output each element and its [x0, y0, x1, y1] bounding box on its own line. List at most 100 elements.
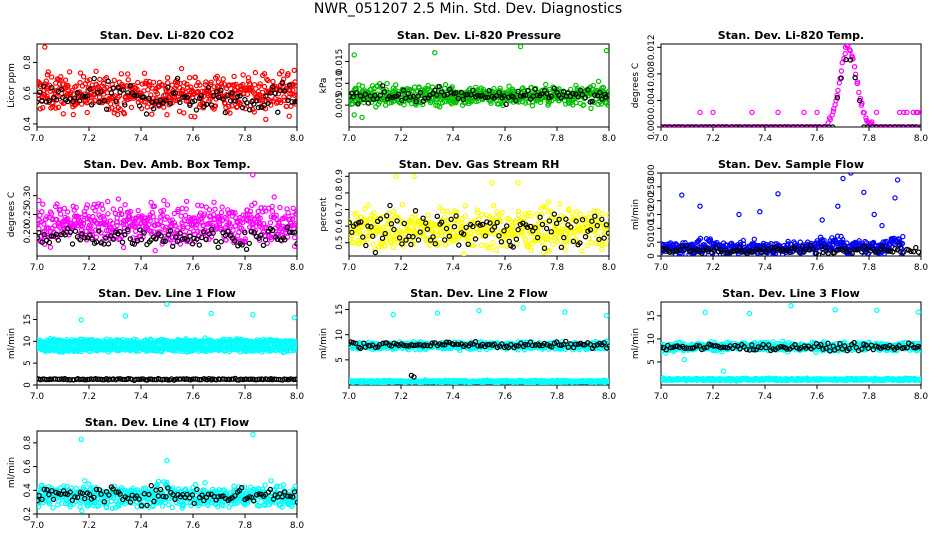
y-tick-label: 0.4 [23, 117, 33, 132]
data-point [277, 99, 284, 106]
data-point [160, 223, 166, 230]
data-point [557, 201, 563, 207]
x-tick-label: 7.6 [186, 263, 201, 273]
x-tick-label: 8.0 [914, 134, 929, 144]
data-point [600, 84, 607, 91]
data-point [803, 246, 809, 252]
data-point [163, 97, 169, 104]
data-point [768, 244, 774, 251]
data-point [515, 180, 521, 186]
data-point [37, 99, 40, 105]
data-point [679, 124, 686, 127]
data-point [65, 216, 71, 222]
data-point [205, 84, 212, 91]
data-point [231, 73, 237, 80]
data-point [437, 204, 443, 211]
data-point [285, 210, 291, 216]
data-point [458, 89, 465, 96]
data-point [282, 97, 288, 104]
data-point [666, 124, 673, 127]
data-point [147, 218, 153, 224]
x-tick-label: 7.8 [238, 134, 253, 144]
data-point [818, 124, 825, 127]
data-point [82, 211, 88, 218]
data-point [513, 236, 520, 242]
data-point [364, 236, 370, 243]
data-point [127, 236, 133, 242]
data-point [432, 50, 438, 56]
data-point [436, 83, 442, 90]
data-point [169, 243, 176, 249]
data-point [548, 93, 555, 100]
data-point [267, 219, 274, 226]
data-point [71, 95, 78, 101]
data-point [551, 211, 558, 217]
data-point [459, 220, 465, 227]
data-point [96, 228, 102, 234]
data-point [454, 236, 460, 242]
data-point [451, 237, 457, 243]
data-point [349, 220, 352, 226]
data-point [900, 233, 906, 240]
data-point [141, 94, 147, 100]
data-point [896, 124, 902, 127]
data-point [46, 239, 53, 246]
data-point [901, 109, 907, 116]
data-point [838, 75, 844, 81]
data-point [558, 95, 564, 101]
x-tick-label: 7.6 [810, 263, 825, 273]
data-point [263, 93, 269, 99]
data-point [551, 226, 557, 232]
data-point [126, 213, 133, 220]
data-point [681, 246, 688, 253]
data-point [401, 101, 407, 108]
data-point [177, 225, 183, 231]
data-point [103, 235, 109, 241]
data-point [182, 94, 188, 100]
data-point [488, 100, 494, 106]
y-tick-label: 0.25 [23, 204, 33, 224]
data-point [368, 224, 374, 230]
data-point [587, 227, 594, 233]
data-point [812, 124, 819, 127]
data-point [84, 78, 90, 84]
data-point [775, 109, 781, 116]
data-point [168, 220, 175, 226]
data-point [434, 92, 440, 98]
data-point [253, 98, 260, 104]
data-point [391, 208, 397, 214]
data-point [42, 44, 48, 50]
data-point [829, 124, 836, 127]
data-point [120, 244, 127, 251]
data-point [55, 104, 62, 111]
data-point [496, 233, 502, 239]
data-point [679, 192, 685, 198]
data-point [816, 124, 823, 127]
data-point [264, 76, 270, 83]
data-point [410, 220, 416, 226]
data-point [363, 242, 369, 249]
x-tick-label: 7.6 [186, 134, 201, 144]
data-point [255, 208, 261, 215]
data-point [288, 103, 294, 109]
data-point [834, 94, 841, 101]
points-layer [661, 173, 921, 256]
data-point [567, 93, 574, 100]
data-point [439, 89, 445, 95]
data-point [503, 235, 510, 241]
x-tick-label: 8.0 [602, 134, 617, 144]
data-point [537, 214, 543, 220]
data-point [243, 246, 250, 252]
data-point [599, 216, 605, 223]
data-point [389, 94, 395, 101]
x-tick-label: 7.8 [862, 134, 877, 144]
data-point [423, 220, 429, 226]
data-point [570, 238, 577, 245]
data-point [122, 231, 128, 238]
data-point [80, 73, 87, 80]
data-point [537, 99, 544, 106]
data-point [569, 210, 575, 217]
data-point [246, 107, 253, 113]
data-point [462, 203, 469, 209]
data-point [573, 218, 579, 224]
